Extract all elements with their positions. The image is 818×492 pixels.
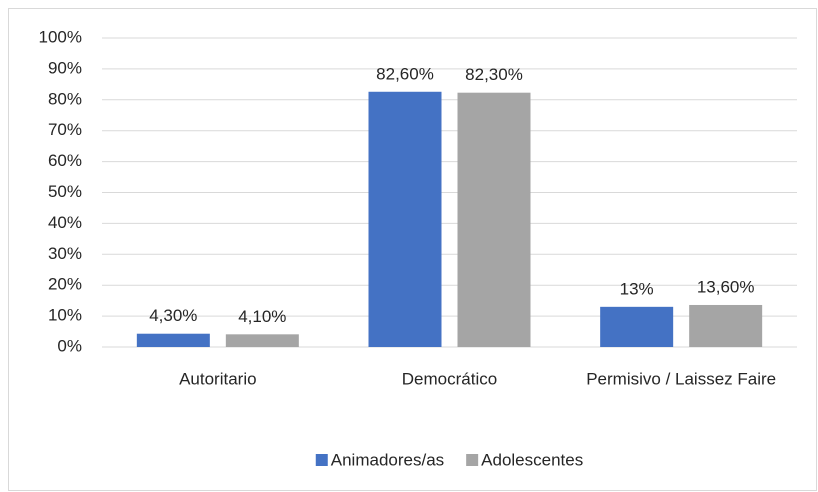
y-tick-label: 40% xyxy=(48,213,82,232)
y-tick-label: 10% xyxy=(48,306,82,325)
legend-swatch xyxy=(315,454,328,466)
bar xyxy=(689,304,763,347)
value-label: 4,30% xyxy=(149,306,197,325)
bar xyxy=(225,334,299,347)
y-tick-label: 100% xyxy=(39,27,82,46)
bar xyxy=(136,333,210,347)
legend: Animadores/as Adolescentes xyxy=(315,450,583,469)
y-tick-label: 70% xyxy=(48,120,82,139)
bar xyxy=(368,91,442,348)
y-tick-label: 90% xyxy=(48,58,82,77)
value-label: 82,30% xyxy=(465,65,523,84)
value-label: 13% xyxy=(620,279,654,298)
y-tick-label: 50% xyxy=(48,182,82,201)
value-label: 13,60% xyxy=(697,277,755,296)
y-tick-label: 20% xyxy=(48,275,82,294)
x-tick-label: Permisivo / Laissez Faire xyxy=(586,369,776,388)
value-label: 82,60% xyxy=(376,64,434,83)
value-label: 4,10% xyxy=(238,307,286,326)
y-tick-label: 30% xyxy=(48,244,82,263)
x-tick-label: Autoritario xyxy=(179,369,256,388)
y-tick-label: 0% xyxy=(57,336,82,355)
legend-label: Adolescentes xyxy=(481,450,583,469)
bar xyxy=(457,92,531,348)
legend-label: Animadores/as xyxy=(331,450,444,469)
legend-swatch xyxy=(466,454,479,466)
y-tick-label: 80% xyxy=(48,89,82,108)
x-tick-label: Democrático xyxy=(402,369,497,388)
y-tick-label: 60% xyxy=(48,151,82,170)
bar xyxy=(600,306,674,347)
